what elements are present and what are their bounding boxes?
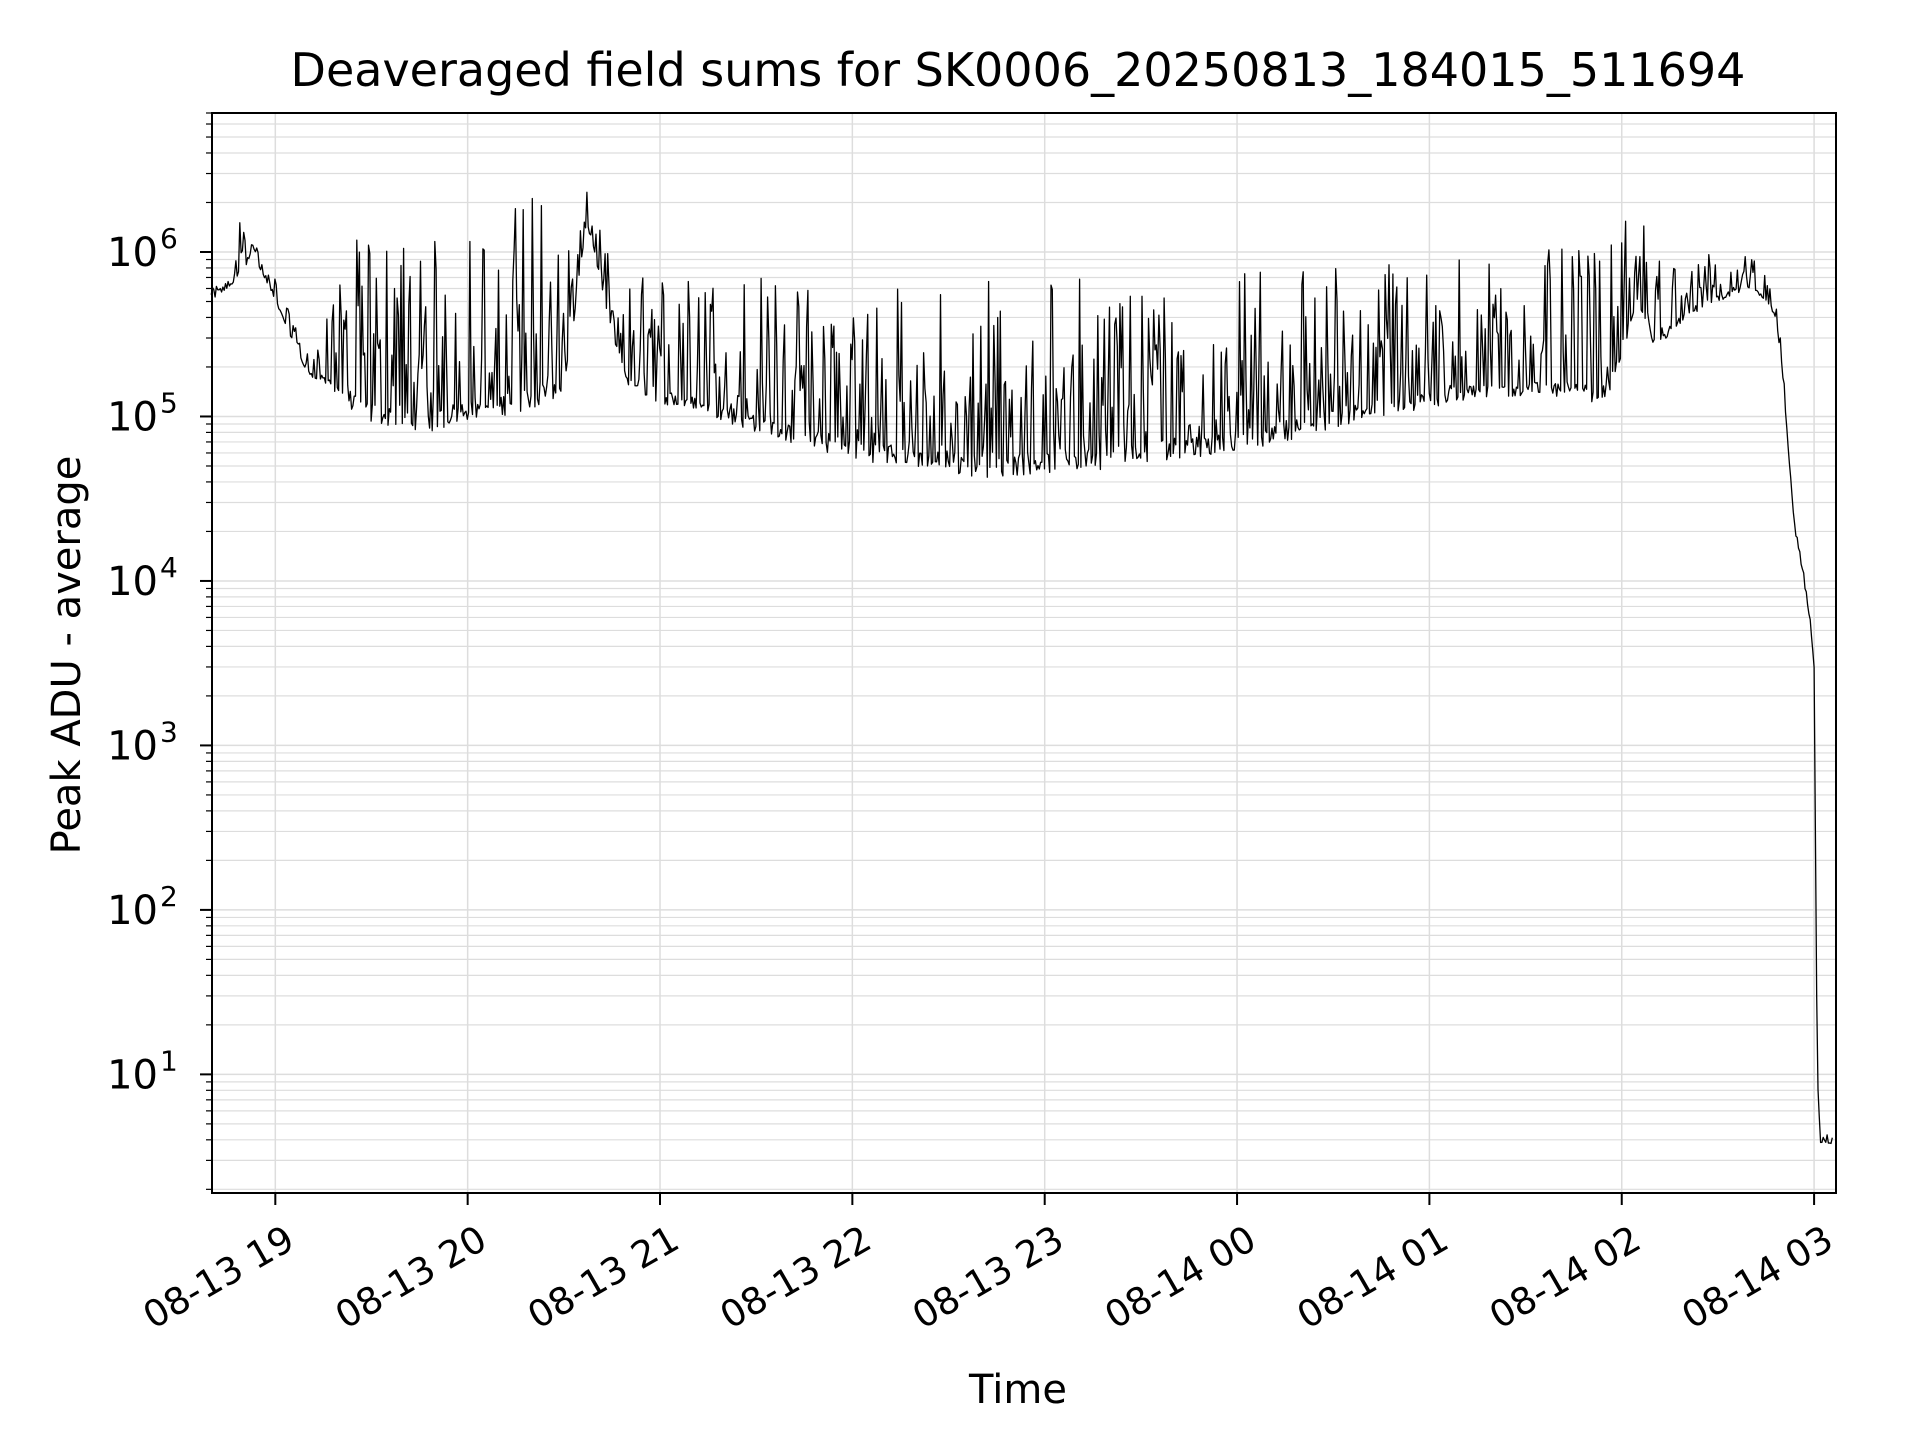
series-line bbox=[210, 191, 1833, 1145]
y-tick-label: 10 bbox=[107, 230, 158, 276]
y-tick-label-exponent: 1 bbox=[160, 1044, 178, 1077]
y-tick-label-exponent: 4 bbox=[160, 551, 178, 584]
y-tick-label: 10 bbox=[107, 723, 158, 769]
y-tick-label-exponent: 2 bbox=[160, 880, 178, 913]
y-tick-label: 10 bbox=[107, 559, 158, 605]
y-tick-label: 10 bbox=[107, 1052, 158, 1098]
y-tick-label-exponent: 6 bbox=[160, 222, 178, 255]
y-tick-label: 10 bbox=[107, 888, 158, 934]
y-tick-label-exponent: 5 bbox=[160, 386, 178, 419]
series-layer bbox=[210, 191, 1833, 1145]
chart-title: Deaveraged field sums for SK0006_2025081… bbox=[291, 43, 1746, 97]
x-axis-label: Time bbox=[968, 1367, 1067, 1413]
y-tick-label-exponent: 3 bbox=[160, 715, 178, 748]
y-tick-label: 10 bbox=[107, 394, 158, 440]
plot-area-frame bbox=[211, 112, 1837, 1194]
y-axis-label: Peak ADU - average bbox=[44, 456, 90, 855]
